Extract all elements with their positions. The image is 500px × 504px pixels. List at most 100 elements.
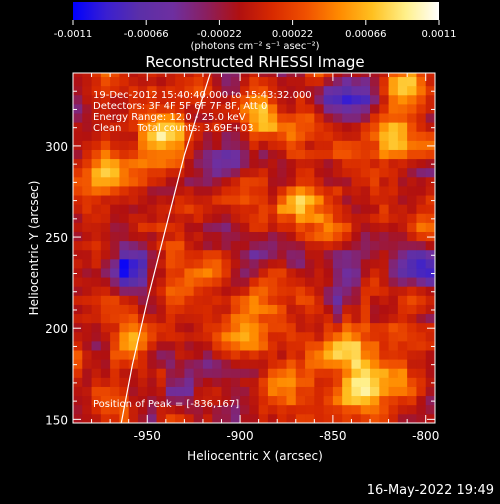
heatmap-cell xyxy=(73,122,83,132)
heatmap-cell xyxy=(286,76,297,87)
heatmap-cell xyxy=(73,204,83,214)
heatmap-cell xyxy=(119,149,130,160)
heatmap-cell xyxy=(305,231,315,242)
heatmap-cell xyxy=(221,295,232,305)
heatmap-cell xyxy=(184,113,195,123)
heatmap-cell xyxy=(249,240,260,251)
heatmap-cell xyxy=(425,176,435,187)
heatmap-cell xyxy=(193,167,204,178)
heatmap-cell xyxy=(91,140,102,150)
heatmap-cell xyxy=(416,85,427,96)
heatmap-cell xyxy=(110,286,120,296)
heatmap-cell xyxy=(267,149,278,160)
heatmap-cell xyxy=(360,94,371,105)
heatmap-cell xyxy=(425,85,435,96)
heatmap-cell xyxy=(286,186,297,196)
heatmap-cell xyxy=(323,73,334,78)
heatmap-cell xyxy=(267,176,278,187)
heatmap-cell xyxy=(323,386,334,397)
annotation-time-range: 19-Dec-2012 15:40:40.000 to 15:43:32.000 xyxy=(93,90,312,101)
heatmap-cell xyxy=(119,386,130,397)
heatmap-cell xyxy=(240,258,250,269)
heatmap-cell xyxy=(258,359,269,369)
heatmap-cell xyxy=(332,204,343,214)
heatmap-cell xyxy=(156,231,167,242)
heatmap-cell xyxy=(91,395,102,406)
heatmap-cell xyxy=(351,85,362,96)
heatmap-cell xyxy=(397,386,408,397)
heatmap-cell xyxy=(119,158,130,169)
heatmap-cell xyxy=(202,231,213,242)
heatmap-cell xyxy=(137,340,148,351)
heatmap-cell xyxy=(202,295,213,305)
heatmap-cell xyxy=(230,85,241,96)
heatmap-cell xyxy=(379,340,389,351)
heatmap-cell xyxy=(323,350,334,360)
heatmap-cell xyxy=(230,377,241,387)
heatmap-cell xyxy=(119,377,130,387)
heatmap-cell xyxy=(147,131,157,141)
heatmap-cell xyxy=(286,140,297,150)
heatmap-cell xyxy=(370,286,380,296)
heatmap-cell xyxy=(397,304,408,315)
heatmap-cell xyxy=(147,195,157,205)
heatmap-cell xyxy=(240,140,250,150)
heatmap-cell xyxy=(342,186,352,196)
heatmap-cell xyxy=(351,176,362,187)
heatmap-cell xyxy=(193,94,204,105)
heatmap-cell xyxy=(416,359,427,369)
heatmap-cell xyxy=(137,113,148,123)
heatmap-cell xyxy=(286,204,297,214)
heatmap-cell xyxy=(137,231,148,242)
annotation-clean-counts: Clean Total counts: 3.69E+03 xyxy=(93,123,253,134)
heatmap-cell xyxy=(156,277,167,287)
heatmap-cell xyxy=(147,295,157,305)
heatmap-cell xyxy=(305,350,315,360)
heatmap-cell xyxy=(110,359,120,369)
heatmap-cell xyxy=(221,140,232,150)
heatmap-cell xyxy=(425,277,435,287)
heatmap-cell xyxy=(221,359,232,369)
heatmap-cell xyxy=(100,413,111,423)
heatmap-cell xyxy=(165,140,176,150)
heatmap-cell xyxy=(221,277,232,287)
heatmap-cell xyxy=(165,413,176,423)
heatmap-cell xyxy=(240,304,250,315)
heatmap-cell xyxy=(305,158,315,169)
annotation-detectors: Detectors: 3F 4F 5F 6F 7F 8F, Att 0 xyxy=(93,101,267,112)
heatmap-cell xyxy=(267,268,278,278)
heatmap-cell xyxy=(407,176,417,187)
heatmap-cell xyxy=(295,322,306,333)
heatmap-cell xyxy=(193,377,204,387)
heatmap-cell xyxy=(351,359,362,369)
heatmap-cell xyxy=(277,386,287,397)
heatmap-cell xyxy=(212,350,222,360)
heatmap-cell xyxy=(230,368,241,378)
heatmap-cell xyxy=(91,368,102,378)
heatmap-cell xyxy=(230,94,241,105)
heatmap-cell xyxy=(258,286,269,296)
heatmap-cell xyxy=(258,76,269,87)
heatmap-cell xyxy=(286,122,297,132)
heatmap-cell xyxy=(342,258,352,269)
heatmap-cell xyxy=(397,286,408,296)
heatmap-cell xyxy=(295,258,306,269)
heatmap-cell xyxy=(175,268,185,278)
heatmap-cell xyxy=(351,231,362,242)
heatmap-cell xyxy=(295,103,306,114)
heatmap-cell xyxy=(351,204,362,214)
heatmap-cell xyxy=(407,277,417,287)
heatmap-cell xyxy=(388,103,399,114)
heatmap-cell xyxy=(305,222,315,232)
heatmap-cell xyxy=(147,286,157,296)
heatmap-cell xyxy=(425,249,435,260)
heatmap-cell xyxy=(379,76,389,87)
heatmap-cell xyxy=(73,213,83,223)
heatmap-cell xyxy=(110,158,120,169)
heatmap-cell xyxy=(305,395,315,406)
heatmap-cell xyxy=(277,340,287,351)
heatmap-cell xyxy=(212,113,222,123)
heatmap-cell xyxy=(351,322,362,333)
heatmap-cell xyxy=(147,240,157,251)
